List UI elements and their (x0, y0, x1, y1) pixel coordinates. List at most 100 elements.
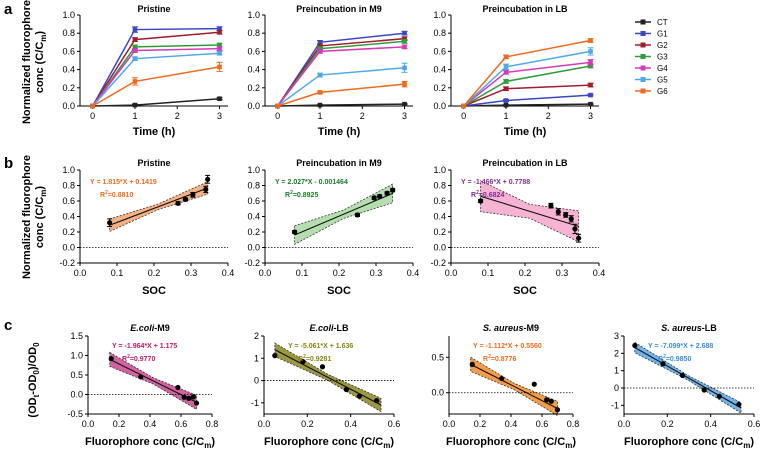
data-point-G1 (132, 27, 138, 32)
row-a-ylabel-line1: Normalized fluorophore (21, 0, 33, 124)
x-axis-label-sub: m (383, 441, 390, 450)
y-tick-label: 0.0 (247, 101, 260, 111)
row-b-ylabel-text: conc (C/C (34, 197, 46, 248)
y-tick-label: 1.0 (247, 165, 260, 175)
x-tick-label: 1 (317, 111, 322, 121)
data-point-G5 (317, 72, 323, 78)
data-point (182, 196, 189, 203)
data-point-CT (402, 101, 407, 107)
y-tick-label: 0.0 (70, 390, 83, 400)
r-squared-sup: 2 (488, 354, 491, 360)
chart-title-italic: E.coli (309, 323, 334, 333)
data-point-CT (503, 102, 509, 108)
data-point (181, 394, 187, 400)
regression-equation: Y = -1.964*X + 1.175 (112, 343, 177, 350)
data-point-G2 (588, 82, 593, 88)
data-point (531, 381, 537, 387)
x-tick-label: 0.4 (144, 419, 157, 429)
regression-equation: Y = -1.466*X + 0.7788 (461, 179, 530, 186)
row-c-ylabel-c: )/OD (27, 347, 39, 370)
r-squared-value: =0.9770 (130, 356, 156, 363)
y-tick-label: 0.4 (247, 212, 260, 222)
y-tick-label: 3 (614, 331, 619, 341)
y-tick-label: 1.0 (62, 165, 75, 175)
legend-label-G1: G1 (657, 30, 668, 39)
regression-equation: Y = -1.112*X + 0.5560 (473, 343, 542, 350)
x-tick-label: 2 (546, 111, 551, 121)
y-tick-label: 1.0 (70, 351, 83, 361)
series-line-G2 (277, 37, 405, 107)
legend-marker-CT (640, 19, 646, 25)
x-axis-label: SOC (142, 285, 166, 297)
y-tick-label: 0.4 (62, 212, 75, 222)
x-tick-label: 0.0 (258, 419, 271, 429)
chart-a3-preincubation-lb: Preincubation in LB 0.0 0.2 0.4 0.6 0.8 1.0 0 1 2… (433, 4, 599, 138)
chart-title-italic: S. aureus (483, 323, 524, 333)
x-axis-label-sub: m (204, 441, 211, 450)
y-tick-label: 1.0 (62, 10, 75, 20)
y-tick-label: 0 (614, 383, 619, 393)
data-point-G2 (217, 29, 222, 35)
legend-marker-G6 (640, 88, 646, 94)
x-axis-label-sub: m (565, 441, 572, 450)
data-point-G6 (503, 54, 509, 60)
data-point-G2 (132, 37, 138, 42)
x-axis-label: Fluorophore conc (C/Cm) (624, 436, 754, 450)
y-tick-label: 0.8 (433, 28, 446, 38)
legend-marker-G2 (640, 42, 646, 48)
data-point (554, 407, 561, 413)
y-tick-label: 1.0 (433, 165, 446, 175)
data-point (108, 356, 114, 362)
y-tick-label: 0.6 (62, 196, 75, 206)
x-tick-label: 0.2 (519, 268, 532, 278)
data-point (354, 212, 361, 218)
data-point-G6 (275, 103, 280, 109)
x-axis-label: Time (h) (133, 126, 176, 138)
chart-c1-ecoli-m9: E.coli-M9-0.50.00.51.01.50.0 0.2 0.4 0.6 0.8… (67, 323, 218, 450)
r-squared-label: R (471, 192, 476, 199)
data-point (356, 393, 362, 399)
y-tick-label: 0.2 (247, 83, 260, 93)
y-tick-label: -1 (251, 398, 259, 408)
chart-c4-saureus-lb: S. aureus-LB -1 0 1 2 3 0.0 0.2 0.4 0.6 Y = -7.099… (611, 323, 760, 450)
x-axis-label: Fluorophore conc (C/Cm) (446, 436, 576, 450)
y-tick-label: 1 (614, 366, 619, 376)
row-c-ylabel-b: -OD (27, 375, 39, 395)
data-point (193, 400, 200, 406)
x-axis-label-close: ) (211, 436, 215, 448)
x-tick-label: 0.8 (206, 419, 219, 429)
r-squared: R2=0.9770 (122, 354, 155, 363)
y-tick-label: 0.2 (433, 227, 446, 237)
regression-equation: Y = -7.099*X + 2.688 (648, 343, 713, 350)
data-point (736, 401, 742, 408)
row-c-ylabel-a: (OD (27, 397, 39, 417)
chart-title: E.coli-LB (309, 323, 349, 333)
r-squared: R2=0.8776 (483, 354, 516, 363)
data-point (563, 212, 569, 218)
y-tick-label: 0.6 (433, 196, 446, 206)
data-point-CT (217, 96, 222, 102)
x-axis-label: SOC (327, 285, 351, 297)
data-point-G6 (132, 79, 138, 84)
r-squared-label: R (285, 192, 290, 199)
x-axis-label: Fluorophore conc (C/Cm) (264, 436, 394, 450)
r-squared-value: =0.9281 (306, 356, 332, 363)
data-point (716, 393, 722, 399)
x-tick-label: 0.6 (175, 419, 188, 429)
r-squared-label: R (658, 356, 663, 363)
x-tick-label: 0.4 (222, 268, 235, 278)
x-tick-label: 0.3 (556, 268, 569, 278)
x-tick-label: 0.0 (74, 268, 87, 278)
x-tick-label: 3 (217, 111, 222, 121)
legend-label-G2: G2 (657, 41, 668, 50)
data-point (555, 209, 561, 215)
data-point-G3 (503, 79, 509, 84)
y-tick-label: 0.0 (433, 101, 446, 111)
legend-marker-G4 (640, 65, 646, 71)
data-point-G6 (402, 81, 407, 87)
x-axis-label-main: Fluorophore conc (C/C (264, 436, 383, 448)
data-point (190, 192, 196, 198)
x-axis-label-main: Fluorophore conc (C/C (446, 436, 565, 448)
data-point-G5 (402, 65, 407, 71)
regression-line (109, 358, 197, 403)
